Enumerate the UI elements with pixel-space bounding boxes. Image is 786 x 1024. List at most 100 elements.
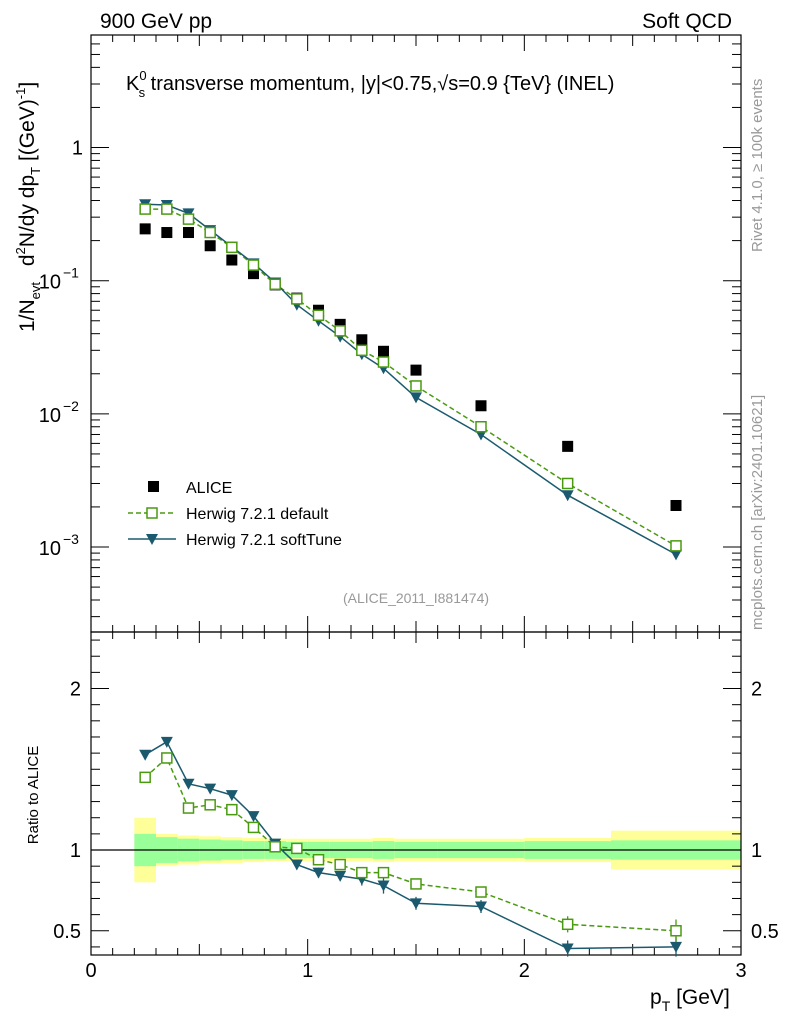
alice-point xyxy=(475,400,487,412)
ratio-plot-area: 0.5 0.5 1 1 2 2 0 1 2 3 xyxy=(53,631,779,982)
x-axis-label: pT [GeV] xyxy=(650,986,730,1014)
default-point xyxy=(204,226,216,239)
default-point xyxy=(182,213,195,225)
ratio-softtune-point xyxy=(410,898,422,910)
rivet-label-vertical: Rivet 4.1.0, ≥ 100k events xyxy=(749,79,766,252)
default-point xyxy=(161,203,173,215)
y-tick-label: 1 xyxy=(72,138,83,160)
legend-label-default: Herwig 7.2.1 default xyxy=(186,506,329,523)
softtune-point xyxy=(561,490,574,502)
mcplots-label-vertical: mcplots.cern.ch [arXiv:2401.10621] xyxy=(749,395,766,630)
alice-point xyxy=(161,227,173,239)
default-point xyxy=(139,203,151,215)
alice-point xyxy=(139,223,151,235)
y-tick-label-exponent: −3 xyxy=(63,531,79,547)
x-tick-label: 1 xyxy=(302,960,313,982)
x-tick-label: 3 xyxy=(735,960,746,982)
ratio-softtune-point xyxy=(204,783,217,795)
ratio-softtune-point xyxy=(225,790,238,802)
ratio-default-point xyxy=(561,918,574,931)
main-y-axis-label: 1/Nevt d2N/dy dpT [(GeV)-1] xyxy=(13,82,43,332)
ratio-y-tick-label-right: 2 xyxy=(751,679,762,701)
alice-point xyxy=(562,440,574,452)
ratio-default-point xyxy=(247,821,260,834)
alice-point xyxy=(410,364,422,376)
default-point xyxy=(334,325,346,337)
header-left: 900 GeV pp xyxy=(100,10,212,33)
default-point xyxy=(226,241,238,254)
header-right: Soft QCD xyxy=(642,10,732,33)
alice-point xyxy=(378,345,389,357)
softtune-point xyxy=(670,549,682,561)
ratio-softtune-point xyxy=(475,901,487,913)
ratio-default-point xyxy=(226,803,238,816)
ratio-y-tick-label-left: 2 xyxy=(70,679,81,701)
ratio-default-point xyxy=(269,841,281,853)
chart-title: K0 s transverse momentum, |y|<0.75,√s=0.9… xyxy=(126,68,614,100)
y-tick-label-exponent: −1 xyxy=(63,265,79,281)
ratio-softtune-point xyxy=(670,941,682,953)
legend-label-alice: ALICE xyxy=(186,480,232,497)
softtune-point xyxy=(410,392,422,404)
ratio-softtune-point xyxy=(561,943,574,955)
softtune-line xyxy=(145,203,677,556)
ratio-softtune-point xyxy=(182,778,195,790)
ratio-default-point xyxy=(475,886,487,898)
legend-marker-softtune xyxy=(146,534,158,545)
default-point xyxy=(410,380,422,392)
ratio-default-point xyxy=(670,925,682,937)
alice-point xyxy=(226,254,238,266)
x-tick-label: 0 xyxy=(85,960,96,982)
alice-point xyxy=(670,499,682,511)
y-tick-label-exponent: −2 xyxy=(63,398,79,414)
default-point xyxy=(475,421,487,433)
ratio-y-tick-label-left: 0.5 xyxy=(53,921,81,943)
alice-point xyxy=(356,334,368,346)
default-point xyxy=(670,540,682,552)
legend: ALICE Herwig 7.2.1 default Herwig 7.2.1 … xyxy=(128,480,342,549)
legend-marker-alice xyxy=(148,481,159,492)
ratio-default-point xyxy=(204,799,216,811)
alice-point xyxy=(334,318,346,330)
ratio-softtune-point xyxy=(139,749,152,761)
analysis-watermark: (ALICE_2011_I881474) xyxy=(343,590,489,606)
ratio-default-point xyxy=(356,866,368,879)
ratio-default-point xyxy=(291,842,303,855)
default-point xyxy=(291,293,303,305)
ratio-default-point xyxy=(334,858,346,871)
default-point xyxy=(269,278,281,291)
y-tick-label: 10 xyxy=(39,538,61,560)
y-tick-label: 10 xyxy=(39,405,61,427)
legend-marker-default xyxy=(146,507,158,519)
alice-point xyxy=(183,227,194,239)
main-plot-area: 110−110−210−3 xyxy=(39,34,742,633)
ratio-softtune-point xyxy=(312,867,325,879)
ratio-softtune-point xyxy=(334,870,347,882)
default-line xyxy=(145,208,677,547)
ratio-softtune-point xyxy=(290,859,303,871)
ratio-y-tick-label-left: 1 xyxy=(70,840,81,862)
ratio-default-point xyxy=(161,752,173,764)
ratio-softtune-point xyxy=(247,811,260,823)
default-point xyxy=(312,309,325,322)
default-point xyxy=(561,477,574,490)
ratio-softtune-point xyxy=(377,880,390,892)
ratio-softtune-point xyxy=(160,736,173,748)
ratio-softtune-line xyxy=(144,740,677,950)
ratio-default-point xyxy=(182,802,195,814)
ratio-y-tick-label-right: 0.5 xyxy=(751,921,779,943)
ratio-default-point xyxy=(377,866,390,879)
y-tick-label: 10 xyxy=(39,272,61,294)
ratio-default-point xyxy=(139,771,151,784)
default-point xyxy=(356,344,368,357)
ratio-default-point xyxy=(312,853,325,866)
default-point xyxy=(247,259,260,271)
alice-point xyxy=(204,240,216,252)
x-tick-label: 2 xyxy=(519,960,530,982)
alice-point xyxy=(248,268,259,280)
default-point xyxy=(377,356,390,368)
legend-label-softtune: Herwig 7.2.1 softTune xyxy=(186,532,342,549)
ratio-y-tick-label-right: 1 xyxy=(751,840,762,862)
ratio-default-line xyxy=(144,756,677,932)
